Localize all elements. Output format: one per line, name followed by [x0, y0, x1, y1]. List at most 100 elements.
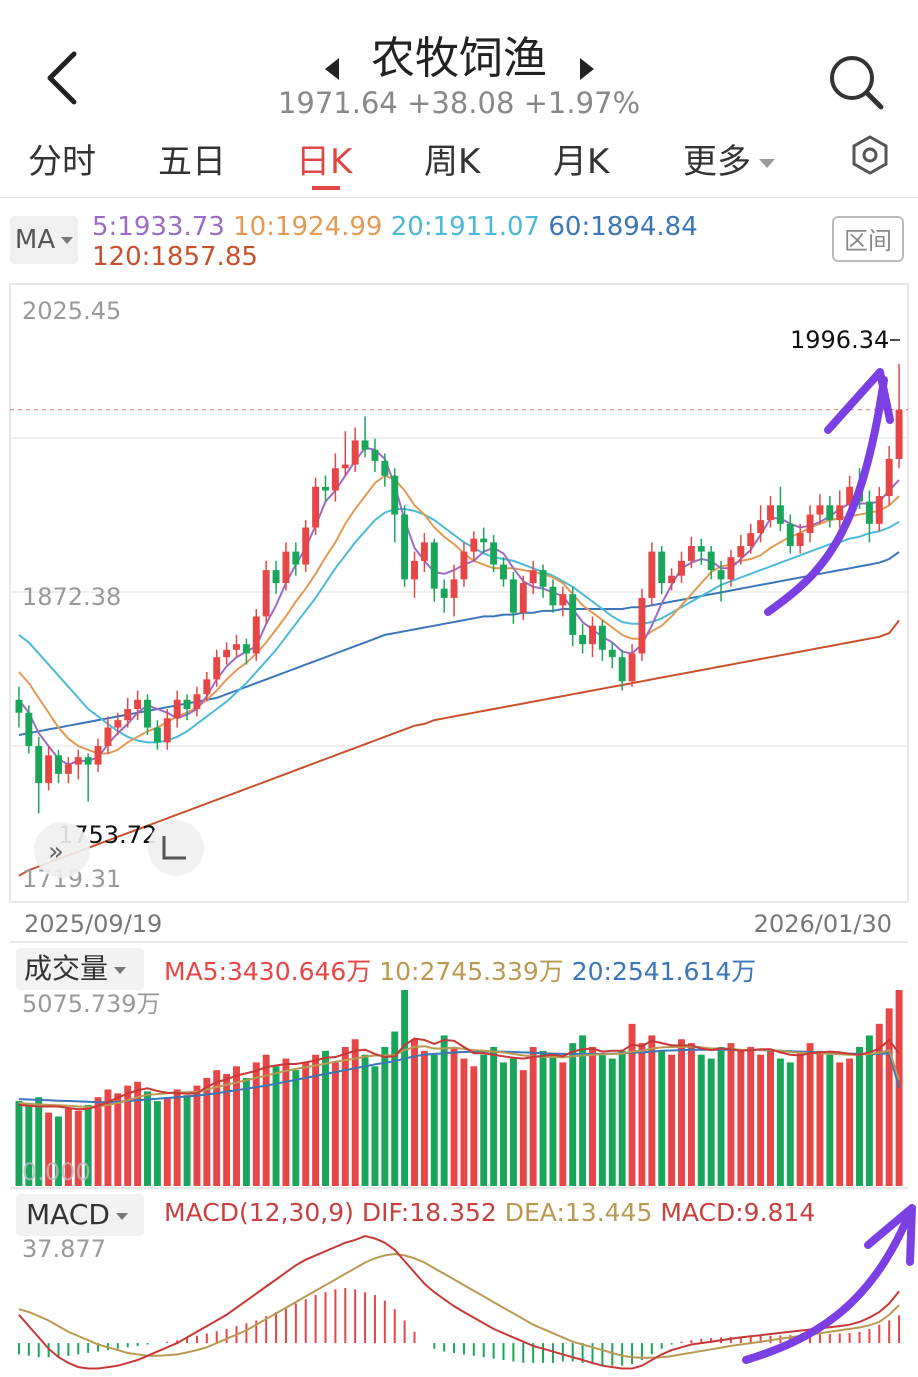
volume-bar: [559, 1062, 567, 1186]
volume-bar: [242, 1077, 250, 1186]
candle-body: [223, 649, 231, 658]
candle-body: [391, 475, 399, 515]
ma-indicator-button[interactable]: MA: [10, 216, 78, 264]
volume-bar: [153, 1101, 161, 1186]
candle-body: [628, 653, 636, 682]
fullscreen-button[interactable]: [148, 820, 204, 876]
candle-body: [875, 496, 883, 524]
candle-body: [559, 594, 567, 606]
candle-body: [94, 746, 102, 765]
candle-body: [806, 514, 814, 534]
candle-body: [727, 557, 735, 580]
candle-body: [203, 679, 211, 695]
candle-body: [638, 597, 646, 654]
y-tick-label: 1872.38: [22, 583, 121, 611]
chevron-down-icon: [115, 1212, 128, 1220]
range-button[interactable]: 区间: [832, 216, 904, 262]
volume-bar: [440, 1035, 448, 1186]
volume-bar: [470, 1066, 478, 1186]
volume-bar: [846, 1058, 854, 1186]
volume-bar: [163, 1097, 171, 1186]
candle-body: [668, 575, 676, 584]
tab-more[interactable]: 更多: [683, 134, 775, 183]
previous-sector-icon[interactable]: [325, 58, 339, 80]
search-icon[interactable]: [826, 52, 886, 112]
volume-bar: [341, 1046, 349, 1186]
candle-body: [796, 533, 804, 547]
volume-bar: [480, 1054, 488, 1186]
candle-body: [262, 570, 270, 617]
volume-bar: [717, 1046, 725, 1186]
candle-body: [163, 718, 171, 743]
volume-indicator-button[interactable]: 成交量: [16, 948, 144, 990]
candle-body: [460, 551, 468, 580]
active-tab-indicator: [312, 186, 340, 190]
candle-body: [381, 460, 389, 476]
x-tick-label: 2026/01/30: [754, 910, 892, 938]
next-sector-icon[interactable]: [580, 58, 594, 80]
candle-body: [737, 546, 745, 558]
volume-bar: [84, 1104, 92, 1186]
macd-dea-line: [18, 1252, 900, 1359]
candle-body: [292, 551, 300, 565]
volume-bar: [351, 1039, 359, 1186]
volume-bar: [114, 1093, 122, 1186]
candle-body: [153, 727, 161, 743]
annotation-arrow-kline: [764, 376, 888, 616]
tab-weekly-k[interactable]: 周K: [424, 142, 481, 182]
ma-button-label: MA: [14, 225, 56, 255]
candle-body: [302, 527, 310, 565]
volume-bar: [638, 1043, 646, 1186]
ma120-value: 120:1857.85: [92, 242, 258, 272]
volume-bar: [94, 1097, 102, 1186]
back-arrow-icon[interactable]: [40, 48, 88, 108]
volume-bar: [678, 1039, 685, 1186]
candle-body: [25, 712, 33, 747]
candle-body: [64, 764, 72, 774]
vol-ma10-value: 10:2745.339万: [379, 957, 564, 986]
candle-body: [549, 586, 557, 606]
candle-body: [134, 699, 142, 710]
macd-indicator-button[interactable]: MACD: [16, 1194, 144, 1236]
candle-body: [233, 644, 240, 650]
volume-bar: [104, 1089, 112, 1186]
tab-intraday[interactable]: 分时: [28, 142, 96, 182]
candle-body: [272, 570, 280, 584]
ma120-line: [18, 619, 900, 877]
volume-bar: [628, 1023, 636, 1186]
volume-bar: [144, 1091, 151, 1186]
volume-bar: [173, 1089, 181, 1186]
volume-bar: [124, 1085, 132, 1186]
candle-body: [361, 440, 369, 450]
macd-dea-value: DEA:13.445: [504, 1198, 653, 1227]
volume-bar: [737, 1050, 745, 1186]
volume-bar: [272, 1066, 280, 1186]
volume-bar: [262, 1054, 270, 1186]
volume-bar: [381, 1046, 389, 1186]
volume-bar: [312, 1054, 320, 1186]
double-chevron-left-icon: »: [48, 837, 64, 867]
candle-body: [598, 625, 606, 650]
ma60-value: 60:1894.84: [548, 212, 698, 242]
volume-max-label: 5075.739万: [22, 990, 161, 1018]
volume-bar: [806, 1043, 814, 1186]
ma-legend: 5:1933.73 10:1924.99 20:1911.07 60:1894.…: [92, 212, 698, 242]
candle-body: [529, 570, 537, 584]
volume-bar: [35, 1097, 43, 1186]
volume-ma5-line: [18, 1037, 900, 1111]
tab-monthly-k[interactable]: 月K: [553, 142, 610, 182]
candle-body: [490, 542, 498, 565]
candle-body: [519, 583, 527, 613]
macd-hist-value: MACD:9.814: [660, 1198, 816, 1227]
volume-bar: [865, 1035, 873, 1186]
settings-hexagon-icon[interactable]: [850, 135, 890, 175]
candle-body: [45, 755, 53, 784]
candle-body: [440, 588, 448, 598]
candle-body: [420, 542, 428, 561]
volume-bar: [490, 1046, 498, 1186]
tab-daily-k[interactable]: 日K: [296, 142, 353, 182]
tab-five-day[interactable]: 五日: [158, 142, 226, 182]
ma60-line: [18, 551, 900, 736]
expand-left-button[interactable]: [34, 822, 90, 878]
